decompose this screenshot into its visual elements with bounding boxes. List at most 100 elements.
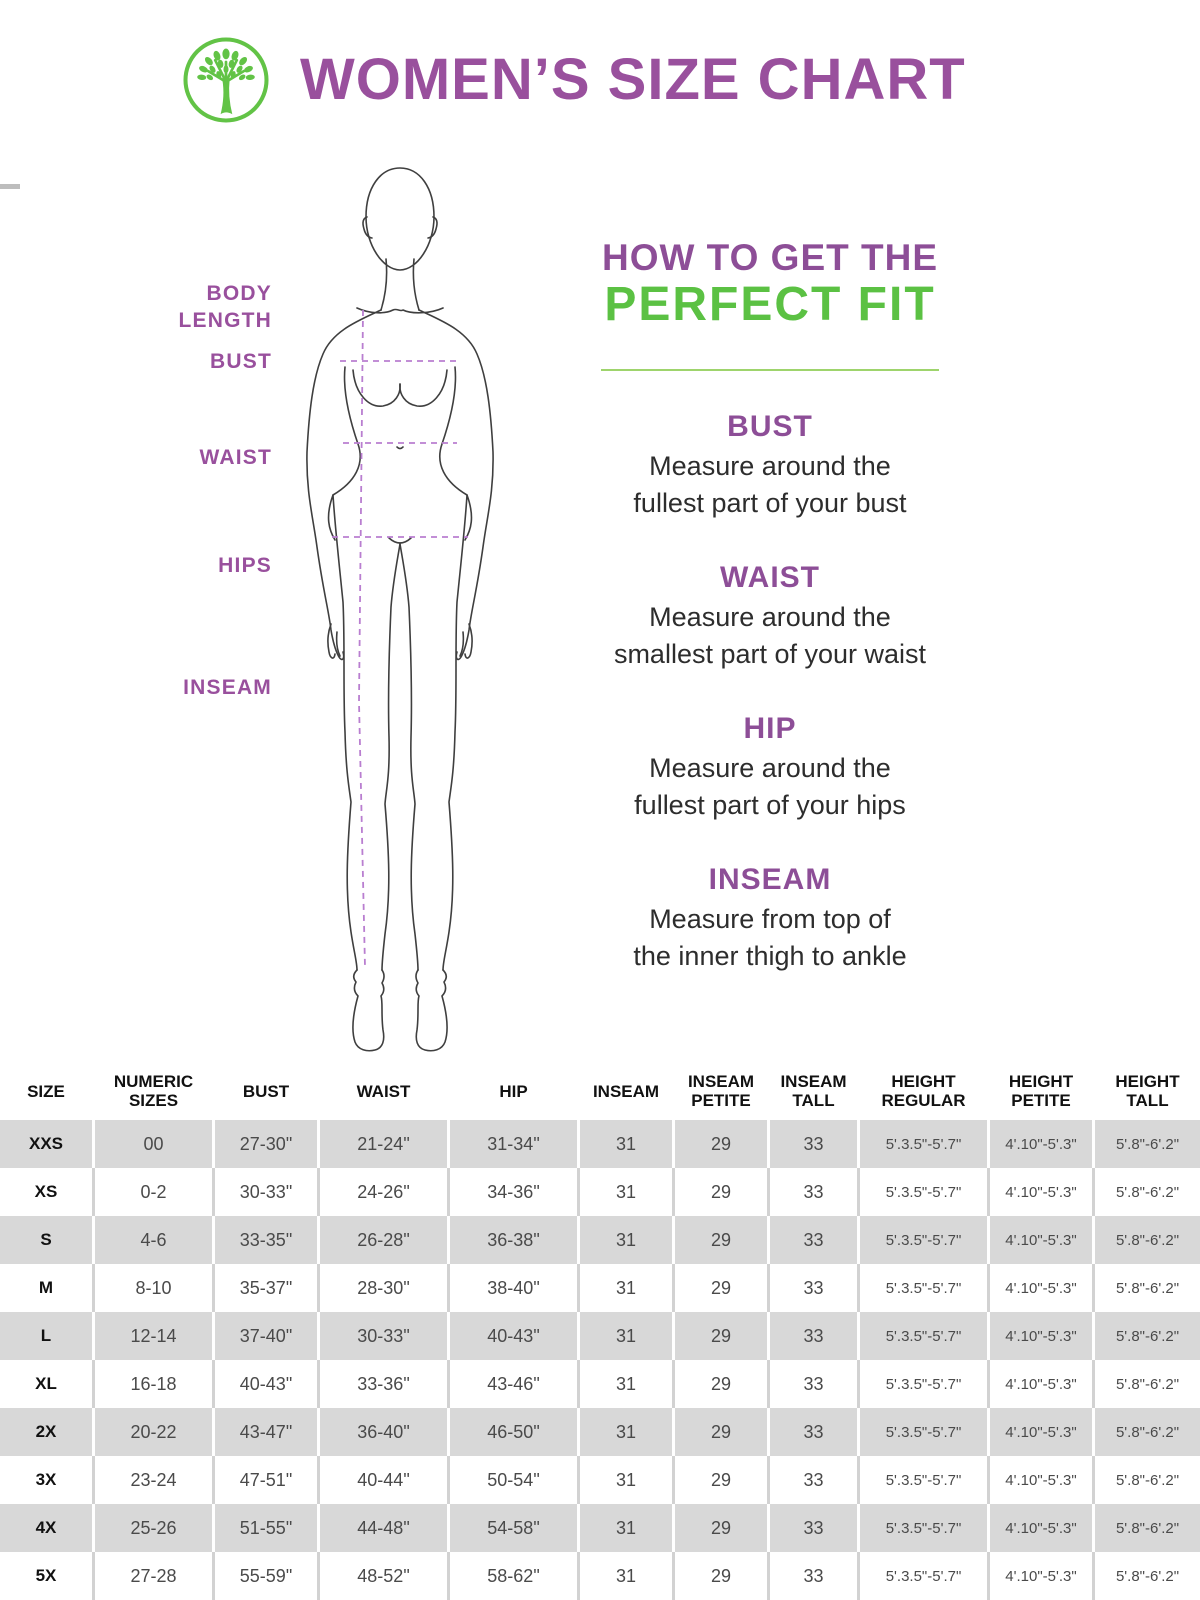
data-cell: 27-30" (215, 1120, 320, 1168)
label-body-length: BODY LENGTH (178, 282, 272, 332)
data-cell: 4'.10"-5'.3" (990, 1408, 1095, 1456)
data-cell: 30-33" (215, 1168, 320, 1216)
data-cell: 33-35" (215, 1216, 320, 1264)
data-cell: 5'.8"-6'.2" (1095, 1120, 1200, 1168)
data-cell: 46-50" (450, 1408, 580, 1456)
section-text: Measure around the (649, 753, 891, 783)
size-table-body: XXS 00 27-30" 21-24" 31-34" 31 29 33 5'.3.5"-5'.… (0, 1120, 1200, 1600)
data-cell: 38-40" (450, 1264, 580, 1312)
data-cell: 4'.10"-5'.3" (990, 1168, 1095, 1216)
data-cell: 5'.8"-6'.2" (1095, 1408, 1200, 1456)
guide-section-hip: HIP Measure around the fullest part of y… (555, 711, 985, 824)
guide-section-inseam: INSEAM Measure from top of the inner thi… (555, 862, 985, 975)
data-cell: 26-28" (320, 1216, 450, 1264)
data-cell: 28-30" (320, 1264, 450, 1312)
data-cell: 40-43" (215, 1360, 320, 1408)
data-cell: 48-52" (320, 1552, 450, 1600)
column-header: HEIGHT REGULAR (860, 1062, 990, 1120)
data-cell: 31 (580, 1504, 675, 1552)
guide-section-waist: WAIST Measure around the smallest part o… (555, 560, 985, 673)
data-cell: 21-24" (320, 1120, 450, 1168)
data-cell: 36-38" (450, 1216, 580, 1264)
column-header: HIP (450, 1062, 580, 1120)
data-cell: 31 (580, 1216, 675, 1264)
data-cell: 5'.3.5"-5'.7" (860, 1120, 990, 1168)
guide-section-bust: BUST Measure around the fullest part of … (555, 409, 985, 522)
data-cell: 33 (770, 1552, 860, 1600)
data-cell: 31 (580, 1408, 675, 1456)
data-cell: 33 (770, 1408, 860, 1456)
data-cell: 5'.8"-6'.2" (1095, 1504, 1200, 1552)
table-row: M 8-10 35-37" 28-30" 38-40" 31 29 33 5'.3.5"-5'.… (0, 1264, 1200, 1312)
data-cell: 4'.10"-5'.3" (990, 1552, 1095, 1600)
table-row: 5X 27-28 55-59" 48-52" 58-62" 31 29 33 5'.3.5"-5… (0, 1552, 1200, 1600)
data-cell: 5'.3.5"-5'.7" (860, 1312, 990, 1360)
data-cell: 8-10 (95, 1264, 215, 1312)
body-measurement-figure (306, 167, 494, 1052)
data-cell: 29 (675, 1360, 770, 1408)
data-cell: 47-51" (215, 1456, 320, 1504)
data-cell: 58-62" (450, 1552, 580, 1600)
data-cell: 20-22 (95, 1408, 215, 1456)
data-cell: 31 (580, 1168, 675, 1216)
table-row: 3X 23-24 47-51" 40-44" 50-54" 31 29 33 5'.3.5"-5… (0, 1456, 1200, 1504)
section-text: fullest part of your hips (634, 790, 906, 820)
data-cell: 5'.3.5"-5'.7" (860, 1408, 990, 1456)
data-cell: 33 (770, 1456, 860, 1504)
label-waist: WAIST (199, 446, 272, 469)
data-cell: 16-18 (95, 1360, 215, 1408)
data-cell: 31 (580, 1552, 675, 1600)
data-cell: 29 (675, 1264, 770, 1312)
size-cell: XXS (0, 1120, 95, 1168)
label-hips: HIPS (218, 554, 272, 577)
table-row: L 12-14 37-40" 30-33" 40-43" 31 29 33 5'.3.5"-5'… (0, 1312, 1200, 1360)
column-header: INSEAM TALL (770, 1062, 860, 1120)
column-header: BUST (215, 1062, 320, 1120)
size-cell: L (0, 1312, 95, 1360)
data-cell: 31 (580, 1312, 675, 1360)
data-cell: 5'.3.5"-5'.7" (860, 1264, 990, 1312)
data-cell: 43-46" (450, 1360, 580, 1408)
data-cell: 5'.8"-6'.2" (1095, 1168, 1200, 1216)
column-header: WAIST (320, 1062, 450, 1120)
column-header: HEIGHT TALL (1095, 1062, 1200, 1120)
fit-guide: HOW TO GET THE PERFECT FIT BUST Measure … (555, 238, 985, 975)
data-cell: 4'.10"-5'.3" (990, 1216, 1095, 1264)
data-cell: 00 (95, 1120, 215, 1168)
data-cell: 5'.3.5"-5'.7" (860, 1552, 990, 1600)
section-heading: INSEAM (708, 863, 832, 896)
page-title: WOMEN’S SIZE CHART (300, 47, 966, 112)
size-cell: 3X (0, 1456, 95, 1504)
data-cell: 12-14 (95, 1312, 215, 1360)
data-cell: 29 (675, 1216, 770, 1264)
tree-logo-icon (183, 37, 269, 123)
size-cell: 5X (0, 1552, 95, 1600)
data-cell: 33-36" (320, 1360, 450, 1408)
data-cell: 5'.8"-6'.2" (1095, 1456, 1200, 1504)
column-header: INSEAM (580, 1062, 675, 1120)
section-text: Measure from top of (649, 904, 891, 934)
data-cell: 43-47" (215, 1408, 320, 1456)
data-cell: 4'.10"-5'.3" (990, 1504, 1095, 1552)
guide-title-line1: HOW TO GET THE (601, 237, 939, 278)
section-text: fullest part of your bust (633, 488, 907, 518)
column-header: NUMERIC SIZES (95, 1062, 215, 1120)
data-cell: 4'.10"-5'.3" (990, 1360, 1095, 1408)
section-heading: HIP (743, 712, 797, 745)
table-row: S 4-6 33-35" 26-28" 36-38" 31 29 33 5'.3.5"-5'.7… (0, 1216, 1200, 1264)
data-cell: 29 (675, 1456, 770, 1504)
size-cell: 2X (0, 1408, 95, 1456)
table-row: XXS 00 27-30" 21-24" 31-34" 31 29 33 5'.3.5"-5'.… (0, 1120, 1200, 1168)
data-cell: 36-40" (320, 1408, 450, 1456)
data-cell: 27-28 (95, 1552, 215, 1600)
data-cell: 5'.3.5"-5'.7" (860, 1504, 990, 1552)
data-cell: 5'.8"-6'.2" (1095, 1312, 1200, 1360)
data-cell: 5'.3.5"-5'.7" (860, 1360, 990, 1408)
data-cell: 5'.8"-6'.2" (1095, 1360, 1200, 1408)
label-inseam: INSEAM (183, 676, 272, 699)
data-cell: 50-54" (450, 1456, 580, 1504)
body-length-line (358, 309, 366, 968)
table-row: XL 16-18 40-43" 33-36" 43-46" 31 29 33 5'.3.5"-5… (0, 1360, 1200, 1408)
data-cell: 33 (770, 1504, 860, 1552)
